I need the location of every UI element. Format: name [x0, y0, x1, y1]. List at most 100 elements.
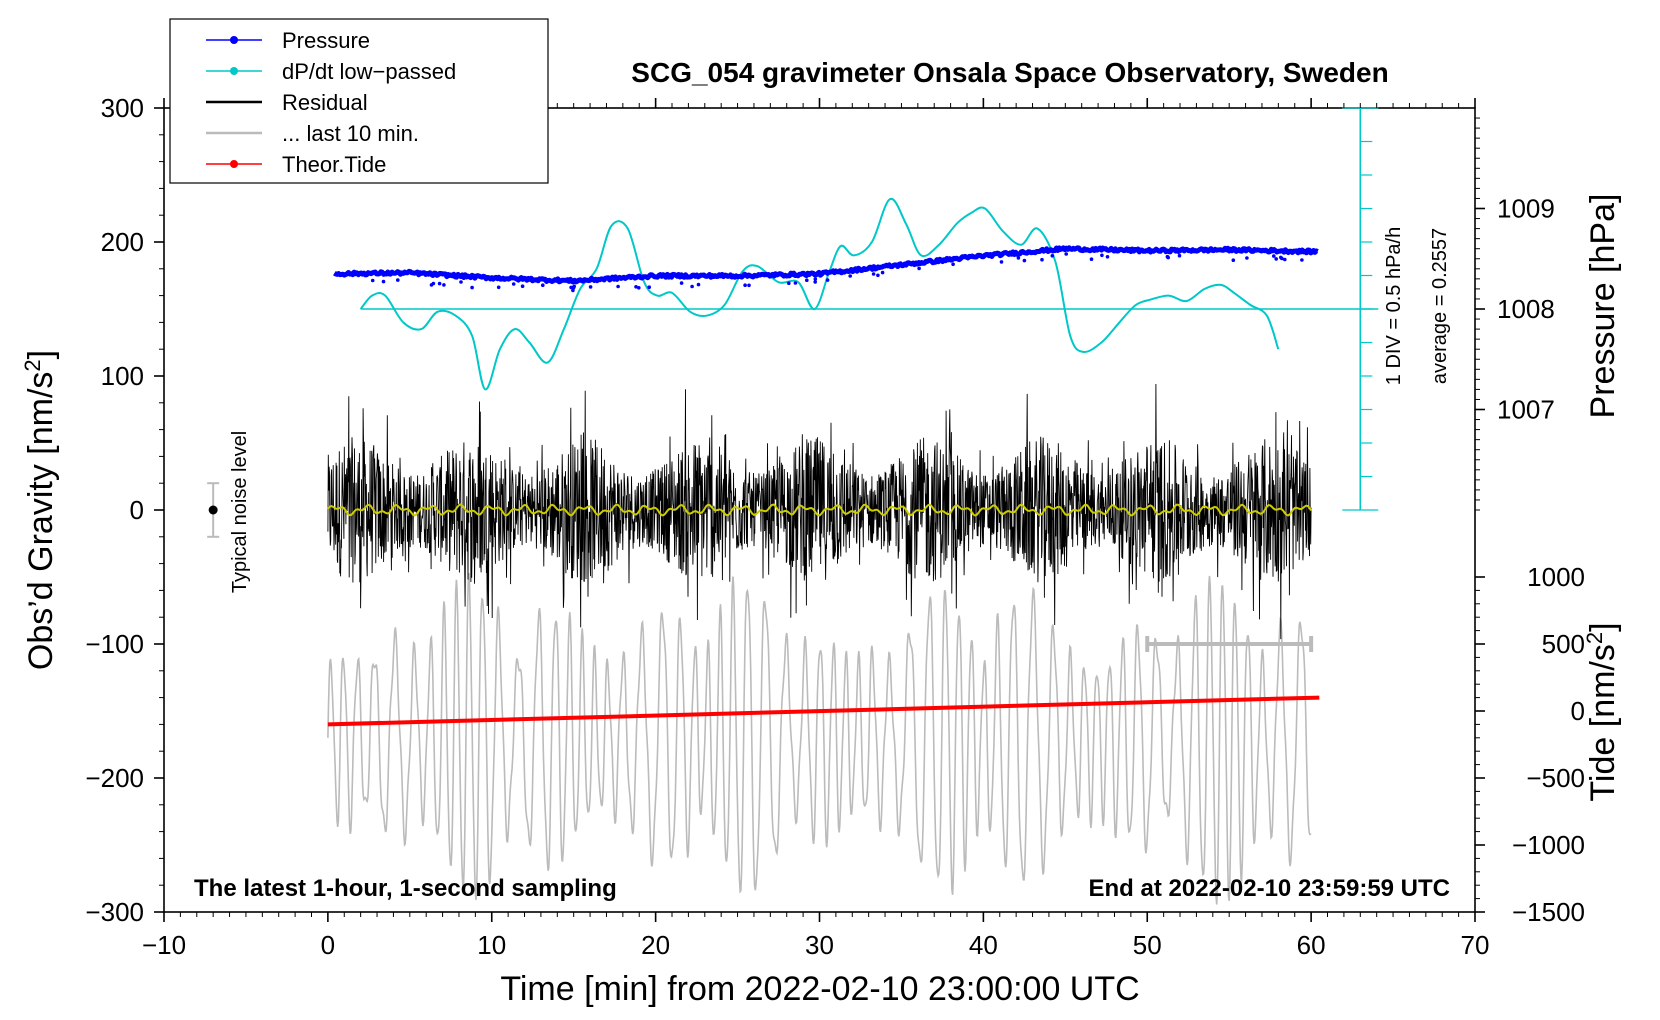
pressure-point	[999, 260, 1004, 264]
noise-level-label: Typical noise level	[229, 431, 251, 593]
pressure-point	[1105, 254, 1110, 259]
legend-label: dP/dt low−passed	[282, 59, 456, 84]
bottom-left-note: The latest 1-hour, 1-second sampling	[194, 875, 617, 902]
x-tick-label: 0	[321, 930, 335, 960]
pressure-point	[588, 285, 593, 289]
pressure-point	[370, 278, 375, 283]
legend-label: Theor.Tide	[282, 152, 386, 177]
residual-series	[327, 383, 1312, 640]
y-tick-label: 200	[101, 227, 144, 257]
pressure-point	[747, 283, 751, 288]
residual-smoothed-line	[327, 503, 1312, 517]
pressure-point	[793, 281, 798, 285]
pressure-point	[1016, 256, 1021, 260]
legend-label: ... last 10 min.	[282, 121, 419, 146]
pressure-point	[470, 285, 474, 290]
pressure-point	[520, 284, 525, 289]
pressure-point	[634, 285, 638, 289]
tide-tick-label: 0	[1571, 696, 1585, 726]
last-10-min-line	[327, 573, 1312, 905]
y-axis-label-tide: Tide [nm/s2]	[1582, 622, 1623, 801]
pressure-point	[880, 270, 885, 275]
bottom-right-note: End at 2022-02-10 23:59:59 UTC	[1089, 875, 1451, 902]
pressure-point	[813, 277, 818, 281]
noise-level-indicator	[207, 482, 220, 538]
x-tick-label: 20	[641, 930, 670, 960]
tide-tick-label: −1000	[1512, 830, 1585, 860]
last-10-min-series	[327, 573, 1312, 905]
pressure-point	[429, 283, 434, 287]
tide-tick-label: −500	[1526, 763, 1585, 793]
legend-label: Residual	[282, 90, 368, 115]
pressure-point	[1300, 258, 1304, 262]
pressure-point	[805, 278, 809, 283]
pressure-point	[848, 274, 852, 278]
x-tick-label: 70	[1461, 930, 1490, 960]
y-axis-tide: 1000 500 0 −500 −1000 −1500	[1475, 562, 1585, 927]
dpdt-scale-label-1: 1 DIV = 0.5 hPa/h	[1383, 227, 1405, 385]
dpdt-scale-label-2: average = 0.2557	[1429, 228, 1451, 384]
pressure-point	[647, 285, 651, 290]
dpdt-line	[359, 197, 1280, 391]
x-tick-label: 40	[969, 930, 998, 960]
pressure-tick-label: 1008	[1497, 294, 1555, 324]
residual-line	[327, 383, 1312, 640]
pressure-point	[571, 286, 576, 290]
pressure-point	[1274, 257, 1278, 261]
pressure-point	[1245, 256, 1249, 260]
x-axis: −10 0 10 20 30 40 50 60 70	[142, 98, 1490, 960]
y-tick-label: −300	[85, 897, 144, 927]
pressure-point	[1050, 254, 1055, 258]
tide-tick-label: 500	[1542, 629, 1585, 659]
noise-center-dot	[208, 505, 218, 515]
pressure-tick-label: 1009	[1497, 194, 1555, 224]
legend-swatch-marker	[230, 36, 238, 44]
y-axis-gravity: 300 200 100 0 −100 −200 −300	[85, 93, 164, 927]
y-tick-label: 0	[130, 495, 144, 525]
y-axis-label-pressure: Pressure [hPa]	[1584, 194, 1622, 419]
x-tick-label: 10	[477, 930, 506, 960]
legend-item: Pressure	[206, 28, 370, 53]
pressure-point	[1040, 257, 1044, 262]
legend-item: Theor.Tide	[206, 152, 386, 177]
pressure-point	[679, 281, 684, 285]
y-tick-label: −200	[85, 763, 144, 793]
legend-swatch-marker	[230, 160, 238, 168]
x-tick-label: 60	[1297, 930, 1326, 960]
pressure-point	[1089, 257, 1094, 262]
pressure-point	[1231, 258, 1236, 263]
pressure-point	[511, 282, 516, 286]
x-tick-label: 30	[805, 930, 834, 960]
pressure-point	[459, 280, 463, 284]
pressure-point	[876, 273, 880, 278]
y-tick-label: −100	[85, 629, 144, 659]
residual-smoothed-series	[327, 503, 1312, 517]
pressure-point	[637, 286, 641, 290]
pressure-point	[1022, 258, 1027, 263]
pressure-point	[871, 272, 876, 276]
y-axis-pressure: 1009 1008 1007	[1475, 117, 1555, 511]
pressure-point	[696, 282, 701, 287]
pressure-point	[743, 283, 747, 288]
pressure-point	[1064, 252, 1068, 256]
last-10-min-bar	[1145, 636, 1314, 652]
tide-tick-label: −1500	[1512, 897, 1585, 927]
x-tick-label: 50	[1133, 930, 1162, 960]
theoretical-tide-series	[327, 695, 1320, 727]
pressure-point	[1177, 253, 1182, 258]
y-tick-label: 300	[101, 93, 144, 123]
pressure-point	[813, 280, 817, 284]
y-axis-label-gravity: Obs’d Gravity [nm/s2]	[20, 350, 61, 670]
pressure-tick-label: 1007	[1497, 395, 1555, 425]
pressure-point	[437, 281, 442, 286]
legend-item: Residual	[206, 90, 368, 115]
legend-item: ... last 10 min.	[206, 121, 419, 146]
tide-tick-label: 1000	[1527, 562, 1585, 592]
pressure-point	[442, 283, 446, 287]
legend: Pressure dP/dt low−passed Residual ... last…	[169, 18, 549, 184]
pressure-point	[616, 284, 620, 289]
pressure-point	[1283, 257, 1287, 262]
pressure-point	[787, 281, 791, 286]
pressure-point	[825, 278, 830, 282]
